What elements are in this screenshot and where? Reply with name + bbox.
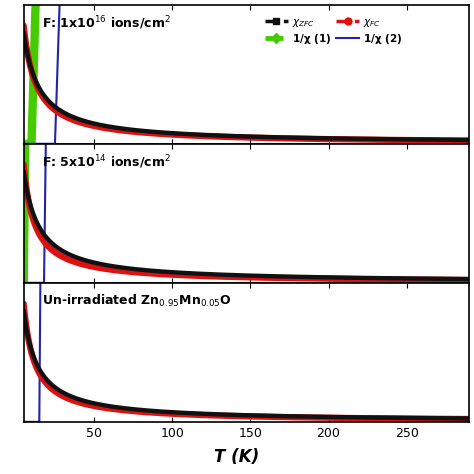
Legend: $\chi_{ZFC}$, $\mathbf{1/\chi}$ (1), $\chi_{FC}$, $\mathbf{1/\chi}$ (2): $\chi_{ZFC}$, $\mathbf{1/\chi}$ (1), $\c… [261, 13, 407, 50]
Text: T (K): T (K) [214, 448, 260, 466]
Text: Un-irradiated Zn$_{0.95}$Mn$_{0.05}$O: Un-irradiated Zn$_{0.95}$Mn$_{0.05}$O [42, 292, 231, 309]
Text: F: 5x10$^{14}$ ions/cm$^2$: F: 5x10$^{14}$ ions/cm$^2$ [42, 154, 171, 171]
Text: F: 1x10$^{16}$ ions/cm$^2$: F: 1x10$^{16}$ ions/cm$^2$ [42, 15, 171, 32]
